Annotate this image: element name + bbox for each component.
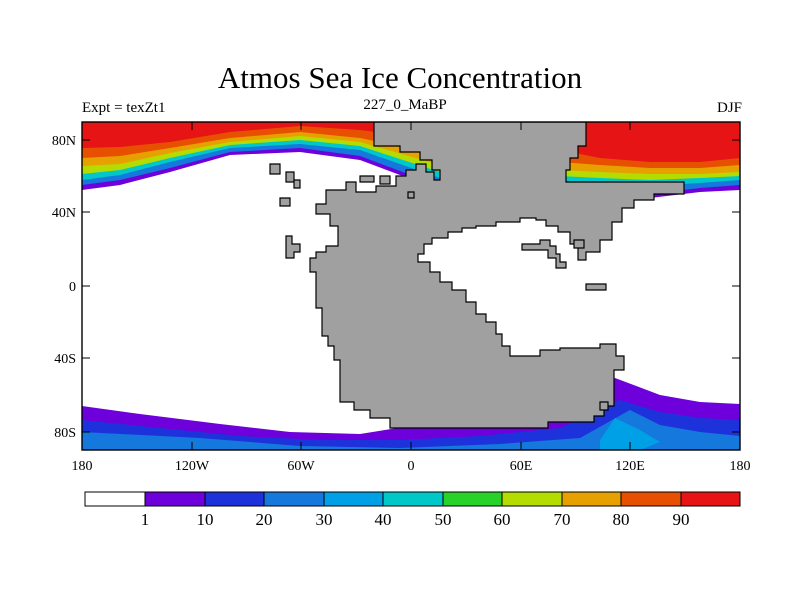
lat-axis: [82, 139, 740, 433]
map-field: [82, 122, 740, 450]
island-8: [285, 235, 301, 259]
colorbar: 1 10 20 30 40 50 60 70 80 90: [84, 491, 741, 529]
lon-label-180e: 180: [730, 459, 751, 474]
island-11: [585, 283, 607, 291]
colorbar-label: 80: [613, 510, 630, 529]
colorbar-swatch: [621, 492, 681, 506]
lon-label-120w: 120W: [175, 459, 210, 474]
colorbar-swatch: [324, 492, 383, 506]
lat-label-40s: 40S: [54, 352, 76, 367]
island-4: [279, 197, 291, 207]
island-10: [573, 239, 585, 249]
lon-label-60e: 60E: [510, 459, 533, 474]
time-label: 227_0_MaBP: [363, 97, 447, 113]
lat-label-0: 0: [69, 280, 76, 295]
colorbar-swatch: [562, 492, 621, 506]
island-6: [379, 175, 391, 185]
colorbar-swatch: [681, 492, 740, 506]
south-ice-band-2: [82, 400, 740, 450]
colorbar-label: 50: [435, 510, 452, 529]
experiment-label: Expt = texZt1: [82, 100, 166, 116]
island-5: [359, 175, 375, 183]
island-9: [521, 239, 567, 269]
lat-label-80n: 80N: [52, 134, 76, 149]
south-ice-band-5: [82, 446, 450, 450]
colorbar-swatch: [145, 492, 205, 506]
south-ice-band-3: [82, 410, 740, 450]
colorbar-label: 20: [256, 510, 273, 529]
colorbar-label: 60: [494, 510, 511, 529]
season-label: DJF: [716, 100, 742, 116]
lat-label-80s: 80S: [54, 426, 76, 441]
island-7: [407, 191, 415, 199]
lon-label-120e: 120E: [615, 459, 645, 474]
lat-label-40n: 40N: [52, 206, 76, 221]
colorbar-label: 40: [375, 510, 392, 529]
south-ice-band-4: [600, 418, 660, 450]
island-1: [269, 163, 281, 175]
island-2: [285, 171, 295, 183]
colorbar-label: 10: [197, 510, 214, 529]
map-title: Atmos Sea Ice Concentration: [217, 60, 583, 95]
colorbar-swatch: [443, 492, 502, 506]
lon-label-180w: 180: [72, 459, 93, 474]
colorbar-swatch: [502, 492, 562, 506]
continent-main: [309, 122, 685, 429]
colorbar-outline: [84, 491, 741, 507]
lon-label-0: 0: [408, 459, 415, 474]
colorbar-label: 30: [316, 510, 333, 529]
lon-axis: [191, 122, 631, 450]
colorbar-label: 90: [673, 510, 690, 529]
colorbar-label: 70: [554, 510, 571, 529]
colorbar-swatch: [85, 492, 145, 506]
colorbar-swatch: [383, 492, 443, 506]
colorbar-label: 1: [141, 510, 150, 529]
colorbar-swatch: [205, 492, 264, 506]
lon-label-60w: 60W: [287, 459, 315, 474]
island-3: [293, 179, 301, 189]
island-12: [599, 401, 609, 411]
colorbar-swatch: [264, 492, 324, 506]
